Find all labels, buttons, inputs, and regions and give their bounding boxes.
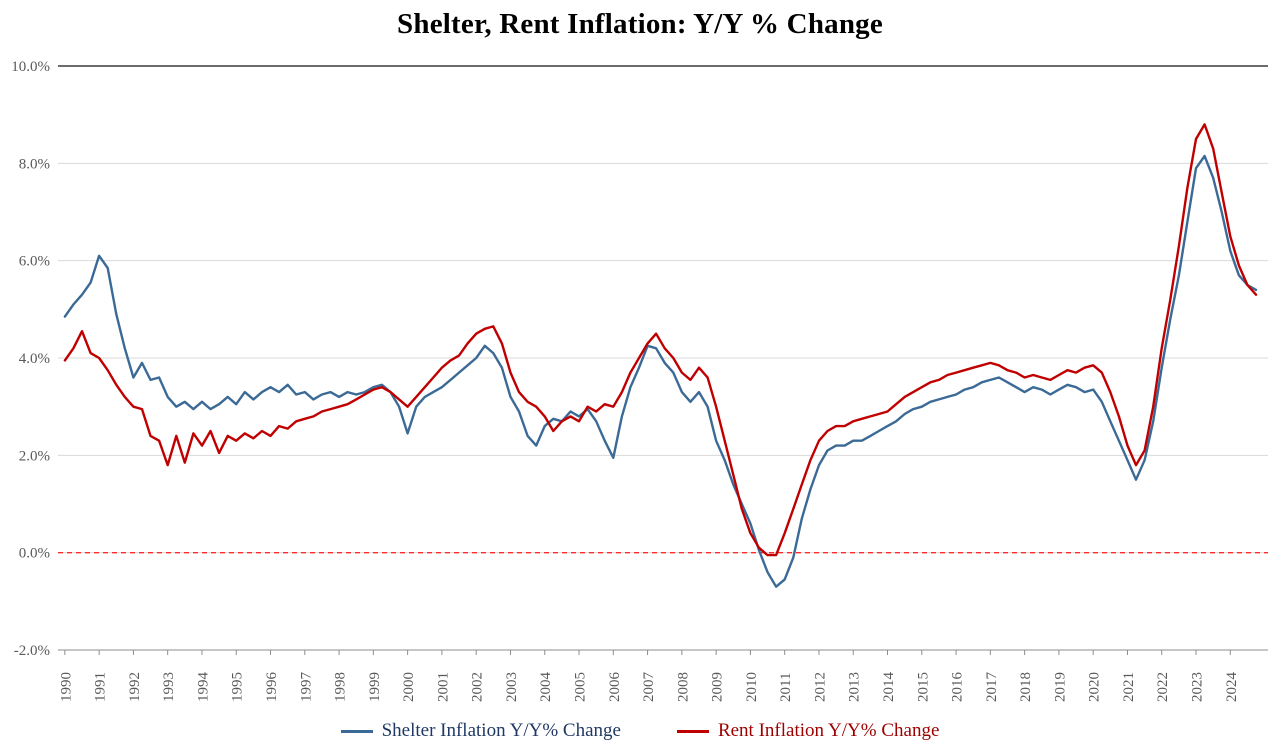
x-tick-label: 2023 xyxy=(1190,672,1206,702)
x-tick-label: 2006 xyxy=(607,672,623,703)
x-tick-label: 2022 xyxy=(1155,672,1171,702)
rent-legend-label: Rent Inflation Y/Y% Change xyxy=(717,720,940,741)
x-tick-label: 2005 xyxy=(573,672,589,702)
x-tick-label: 2019 xyxy=(1052,672,1068,702)
x-tick-label: 1992 xyxy=(127,672,143,702)
y-tick-label: -2.0% xyxy=(14,643,50,659)
y-tick-label: 4.0% xyxy=(19,351,50,367)
y-tick-label: 6.0% xyxy=(19,254,50,270)
y-tick-label: 0.0% xyxy=(19,546,50,562)
x-tick-label: 2016 xyxy=(950,672,966,703)
x-tick-label: 1994 xyxy=(195,672,211,703)
x-tick-label: 2018 xyxy=(1018,672,1034,702)
legend-item-rent: Rent Inflation Y/Y% Change xyxy=(676,720,940,742)
x-tick-label: 2002 xyxy=(470,672,486,702)
rent-line-swatch xyxy=(676,729,709,733)
x-tick-label: 2024 xyxy=(1224,672,1240,703)
x-tick-label: 2007 xyxy=(641,672,657,703)
x-tick-label: 1991 xyxy=(93,672,109,702)
legend-item-shelter: Shelter Inflation Y/Y% Change xyxy=(340,720,621,742)
x-tick-label: 1990 xyxy=(58,672,74,702)
chart-legend: Shelter Inflation Y/Y% Change Rent Infla… xyxy=(0,720,1280,742)
shelter-legend-label: Shelter Inflation Y/Y% Change xyxy=(381,720,621,741)
x-tick-label: 1995 xyxy=(230,672,246,702)
x-tick-label: 2020 xyxy=(1087,672,1103,702)
y-tick-label: 2.0% xyxy=(19,448,50,464)
x-tick-label: 2015 xyxy=(915,672,931,702)
x-tick-label: 2003 xyxy=(504,672,520,702)
x-tick-label: 2017 xyxy=(984,672,1000,703)
chart-title: Shelter, Rent Inflation: Y/Y % Change xyxy=(397,8,883,40)
x-tick-label: 1993 xyxy=(161,672,177,702)
shelter-line-swatch xyxy=(340,729,373,733)
x-tick-label: 2008 xyxy=(675,672,691,702)
x-tick-label: 2021 xyxy=(1121,672,1137,702)
x-tick-label: 2013 xyxy=(847,672,863,702)
x-tick-label: 2004 xyxy=(538,672,554,703)
x-tick-label: 1996 xyxy=(264,672,280,703)
x-tick-label: 2014 xyxy=(881,672,897,703)
y-tick-label: 10.0% xyxy=(11,59,50,75)
shelter-series-line xyxy=(63,154,1258,588)
x-tick-label: 2009 xyxy=(710,672,726,702)
x-tick-label: 2010 xyxy=(744,672,760,702)
x-tick-label: 2011 xyxy=(778,673,794,702)
x-tick-label: 1999 xyxy=(367,672,383,702)
rent-series-line xyxy=(63,123,1258,557)
x-tick-label: 2001 xyxy=(435,672,451,702)
x-tick-label: 1997 xyxy=(298,672,314,703)
x-tick-label: 2012 xyxy=(812,672,828,702)
x-tick-label: 2000 xyxy=(401,672,417,702)
y-tick-label: 8.0% xyxy=(19,156,50,172)
x-tick-label: 1998 xyxy=(333,672,349,702)
